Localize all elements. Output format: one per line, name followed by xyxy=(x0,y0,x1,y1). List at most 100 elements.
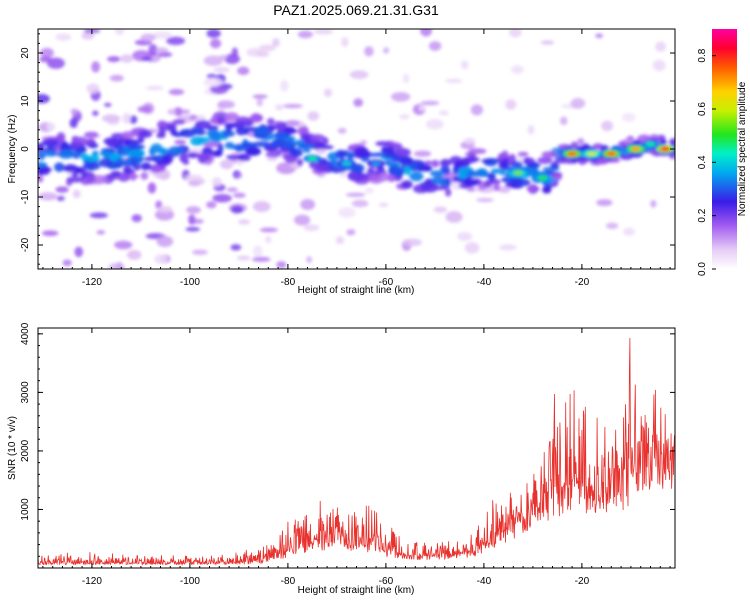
heatmap-cell xyxy=(307,111,320,121)
heatmap-cell xyxy=(86,139,96,146)
heatmap-cell xyxy=(401,180,413,189)
heatmap-cell xyxy=(152,31,172,40)
y-tick-label: -20 xyxy=(20,237,31,252)
heatmap-cell xyxy=(285,120,300,127)
heatmap-cell xyxy=(55,33,72,42)
heatmap-cell xyxy=(464,242,480,254)
heatmap-cell xyxy=(537,156,553,165)
heatmap-cell xyxy=(192,249,208,255)
heatmap-cell xyxy=(246,147,261,155)
heatmap-cell xyxy=(595,33,603,39)
heatmap-cell xyxy=(98,158,113,168)
heatmap-cell xyxy=(235,173,243,178)
heatmap-cell xyxy=(462,156,480,163)
snr-line xyxy=(38,337,675,566)
heatmap-cell xyxy=(182,159,190,165)
heatmap-cell xyxy=(194,120,211,130)
heatmap-cell xyxy=(252,94,268,99)
heatmap-cell xyxy=(505,99,517,110)
heatmap-cell xyxy=(121,131,136,139)
spectrogram-xlabel: Height of straight line (km) xyxy=(298,285,415,296)
heatmap-cell xyxy=(114,240,133,250)
heatmap-cell xyxy=(117,172,131,182)
heatmap-cell xyxy=(141,56,153,61)
heatmap-cell xyxy=(206,201,217,209)
heatmap-cell xyxy=(72,189,81,199)
heatmap-cell xyxy=(375,140,391,147)
x-tick-label: -40 xyxy=(477,576,492,587)
heatmap-cell xyxy=(224,53,241,65)
heatmap-cell xyxy=(517,151,529,157)
heatmap-cell xyxy=(157,52,173,58)
heatmap-cell xyxy=(38,192,58,201)
heatmap-cell xyxy=(431,176,447,185)
heatmap-cell xyxy=(282,104,303,109)
heatmap-hotspot xyxy=(307,156,318,161)
heatmap-cell xyxy=(384,160,392,166)
heatmap-cell xyxy=(206,129,220,138)
heatmap-cell xyxy=(54,162,65,172)
heatmap-cell xyxy=(128,144,145,150)
heatmap-cell xyxy=(527,124,535,135)
heatmap-cell xyxy=(420,182,439,193)
heatmap-cell xyxy=(389,166,405,177)
heatmap-cell xyxy=(266,117,275,126)
heatmap-cell xyxy=(252,201,271,212)
heatmap-cell xyxy=(120,54,134,63)
heatmap-cell xyxy=(483,180,493,188)
y-tick-label: 0 xyxy=(20,146,31,152)
heatmap-cell xyxy=(108,263,125,269)
heatmap-cell xyxy=(258,44,276,52)
heatmap-cell xyxy=(197,152,211,162)
heatmap-cell xyxy=(550,162,560,170)
heatmap-hotspot xyxy=(606,151,617,156)
heatmap-cell xyxy=(56,195,65,201)
heatmap-cell xyxy=(335,236,345,245)
x-tick-label: -60 xyxy=(379,277,394,288)
heatmap-cell xyxy=(256,98,264,107)
heatmap-cell xyxy=(313,29,334,35)
heatmap-cell xyxy=(341,37,349,47)
heatmap-cell xyxy=(413,150,432,157)
heatmap-cell xyxy=(154,254,168,265)
heatmap-cell xyxy=(444,78,463,84)
heatmap-cell xyxy=(463,137,476,145)
heatmap-cell xyxy=(150,166,165,172)
heatmap-cell xyxy=(481,158,496,164)
heatmap-cell xyxy=(390,162,399,167)
heatmap-cell xyxy=(526,157,533,163)
heatmap-cell xyxy=(280,80,289,92)
heatmap-cell xyxy=(237,66,250,76)
heatmap-cell xyxy=(147,182,157,194)
heatmap-cell xyxy=(631,140,642,146)
heatmap-cell xyxy=(526,162,541,168)
chart-title: PAZ1.2025.069.21.31.G31 xyxy=(273,2,439,18)
heatmap-cell xyxy=(383,153,401,159)
heatmap-cell xyxy=(107,56,121,63)
heatmap-cell xyxy=(298,142,315,149)
x-tick-label: -20 xyxy=(575,277,590,288)
x-tick-label: -40 xyxy=(477,277,492,288)
heatmap-cell xyxy=(439,159,452,167)
heatmap-cell xyxy=(623,227,635,236)
heatmap-cell xyxy=(43,151,58,157)
heatmap-cell xyxy=(431,159,440,168)
heatmap-cell xyxy=(99,151,115,156)
colorbar-tick-label: 0.0 xyxy=(697,262,708,276)
heatmap-cell xyxy=(170,129,178,136)
heatmap-cell xyxy=(110,170,122,176)
heatmap-cell xyxy=(397,149,408,156)
heatmap-cell xyxy=(127,149,145,158)
y-tick-label: 20 xyxy=(20,47,31,59)
heatmap-cell xyxy=(173,107,183,117)
heatmap-cell xyxy=(361,173,369,180)
heatmap-cell xyxy=(347,171,359,180)
heatmap-cell xyxy=(670,137,675,147)
heatmap-cell xyxy=(360,140,368,146)
colorbar-ticks: 0.0 0.2 0.4 0.6 0.8 xyxy=(697,48,716,276)
heatmap-cell xyxy=(224,141,235,149)
heatmap-cell xyxy=(137,136,145,144)
heatmap-cell xyxy=(455,160,463,169)
heatmap-cell xyxy=(399,113,410,120)
heatmap-cell xyxy=(69,118,78,129)
